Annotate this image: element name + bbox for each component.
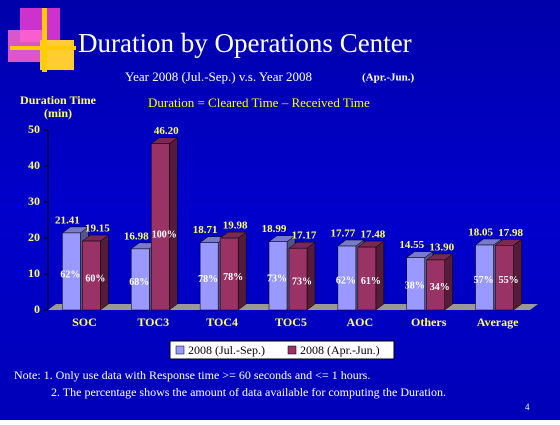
bar [219, 237, 239, 311]
bar [268, 241, 288, 311]
value-label: 19.15 [85, 223, 110, 235]
x-tick-label: Average [477, 315, 519, 329]
value-label: 21.41 [55, 214, 80, 226]
percent-label: 34% [430, 282, 450, 293]
bar [337, 245, 357, 311]
value-label: 19.98 [223, 220, 248, 232]
y-axis-label: (min) [44, 106, 72, 120]
bar [131, 248, 150, 311]
percent-label: 62% [60, 270, 80, 281]
percent-label: 57% [474, 275, 494, 286]
annotation: Duration = Cleared Time – Received Time [148, 95, 370, 110]
note: 2. The percentage shows the amount of da… [51, 385, 446, 399]
value-label: 18.71 [193, 224, 218, 236]
bar [426, 259, 445, 311]
value-label: 18.05 [468, 227, 493, 239]
percent-label: 61% [361, 276, 381, 287]
percent-label: 55% [499, 275, 519, 286]
y-tick-label: 40 [28, 158, 40, 172]
note: Note: 1. Only use data with Response tim… [14, 368, 370, 382]
legend-box [169, 340, 395, 360]
bar [151, 143, 170, 311]
value-label: 46.20 [154, 125, 179, 137]
percent-label: 78% [223, 272, 243, 283]
bar [288, 247, 308, 311]
bar [406, 257, 425, 311]
percent-label: 100% [152, 229, 177, 240]
percent-label: 62% [336, 276, 356, 287]
bar [199, 242, 219, 311]
percent-label: 73% [267, 274, 287, 285]
y-tick-label: 10 [28, 266, 40, 280]
percent-label: 73% [292, 276, 312, 287]
bar-side [169, 137, 178, 311]
value-label: 17.77 [330, 228, 355, 240]
value-label: 17.48 [360, 229, 385, 241]
bar [475, 244, 494, 311]
bar [82, 240, 101, 311]
x-tick-label: TOC4 [206, 315, 238, 329]
y-tick-label: 0 [34, 302, 40, 316]
y-tick-label: 30 [28, 194, 40, 208]
percent-label: 60% [85, 273, 105, 284]
x-tick-label: Others [411, 315, 447, 329]
bar [495, 245, 514, 311]
percent-label: 38% [405, 281, 425, 292]
bar [357, 246, 377, 311]
x-tick-label: SOC [72, 315, 97, 329]
x-tick-label: TOC5 [275, 315, 307, 329]
value-label: 16.98 [124, 230, 149, 242]
value-label: 17.98 [498, 227, 523, 239]
value-label: 17.17 [292, 230, 317, 242]
chart-title: Duration by Operations Center [78, 28, 412, 58]
legend-swatch [175, 345, 185, 355]
y-axis-label: Duration Time [20, 93, 97, 107]
chart-subtitle: Year 2008 (Jul.-Sep.) v.s. Year 2008 [125, 69, 312, 84]
x-tick-label: TOC3 [137, 315, 169, 329]
legend-label: 2008 (Apr.-Jun.) [300, 343, 380, 357]
legend-label: 2008 (Jul.-Sep.) [188, 343, 265, 357]
value-label: 13.90 [429, 241, 454, 253]
x-tick-label: AOC [347, 315, 374, 329]
value-label: 18.99 [262, 223, 287, 235]
percent-label: 68% [129, 277, 149, 288]
value-label: 14.55 [399, 239, 424, 251]
logo [8, 8, 76, 72]
y-tick-label: 20 [28, 230, 40, 244]
legend-swatch [287, 345, 297, 355]
y-tick-label: 50 [28, 122, 40, 136]
page-number: 4 [525, 402, 530, 412]
chart-subtitle-suffix: (Apr.-Jun.) [362, 72, 414, 84]
bar [62, 232, 81, 311]
percent-label: 78% [198, 274, 218, 285]
